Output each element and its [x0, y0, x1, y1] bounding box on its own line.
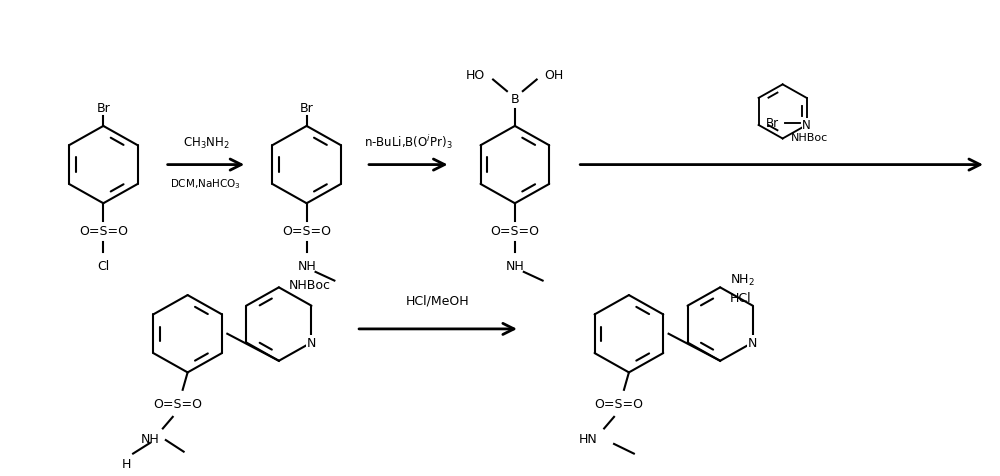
Text: Br: Br: [766, 116, 779, 129]
Text: NHBoc: NHBoc: [791, 132, 828, 142]
Text: Br: Br: [96, 102, 110, 115]
Text: O=S=O: O=S=O: [595, 397, 644, 410]
Text: HCl/MeOH: HCl/MeOH: [406, 294, 470, 307]
Text: NH: NH: [141, 432, 160, 446]
Text: HO: HO: [466, 69, 485, 82]
Text: O=S=O: O=S=O: [153, 397, 202, 410]
Text: O=S=O: O=S=O: [282, 224, 331, 238]
Text: N: N: [748, 336, 757, 349]
Text: N: N: [307, 336, 316, 349]
Text: OH: OH: [545, 69, 564, 82]
Text: DCM,NaHCO$_3$: DCM,NaHCO$_3$: [170, 177, 241, 190]
Text: O=S=O: O=S=O: [490, 224, 539, 238]
Text: H: H: [121, 457, 131, 470]
Text: O=S=O: O=S=O: [79, 224, 128, 238]
Text: NH: NH: [297, 260, 316, 273]
Text: CH$_3$NH$_2$: CH$_3$NH$_2$: [183, 136, 229, 151]
Text: Br: Br: [300, 102, 314, 115]
Text: B: B: [511, 93, 519, 106]
Text: N: N: [802, 119, 811, 132]
Text: NH: NH: [506, 260, 524, 273]
Text: HCl: HCl: [730, 291, 752, 304]
Text: NH$_2$: NH$_2$: [730, 272, 755, 288]
Text: Cl: Cl: [97, 260, 109, 273]
Text: n-BuLi,B(O$^i$Pr)$_3$: n-BuLi,B(O$^i$Pr)$_3$: [364, 133, 453, 151]
Text: HN: HN: [578, 432, 597, 446]
Text: NHBoc: NHBoc: [289, 278, 331, 291]
